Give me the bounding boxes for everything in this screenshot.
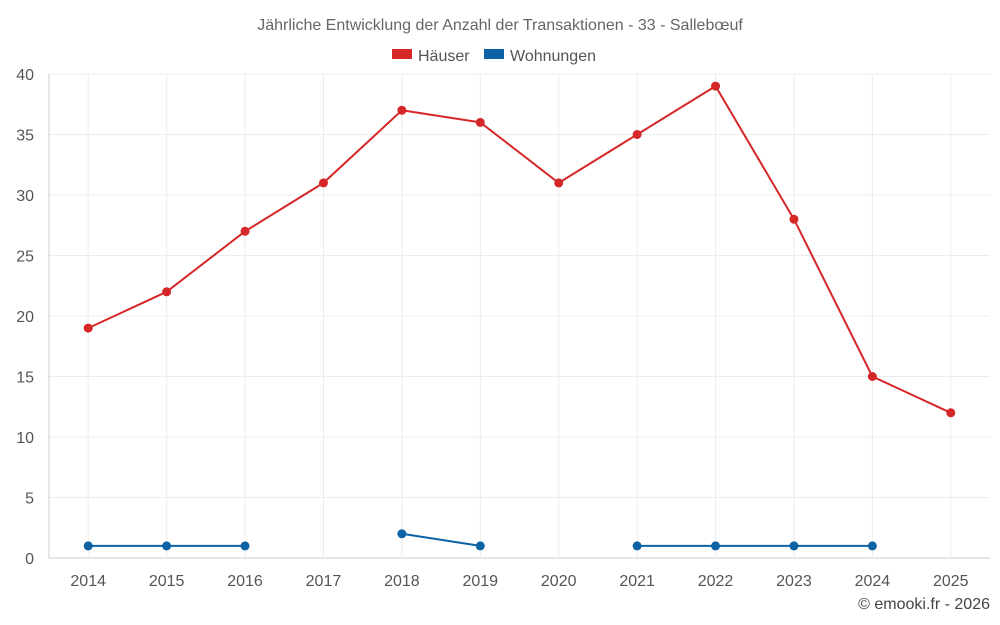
data-point-wohnungen-2015[interactable]	[162, 541, 172, 551]
series-wohnungen	[83, 529, 877, 551]
x-axis-ticks: 2014 2015 2016 2017 2018 2019 2020 2021 2022 2023…	[70, 573, 968, 590]
x-tick-label: 2019	[462, 573, 498, 590]
data-point-haeuser-2022[interactable]	[711, 81, 721, 91]
data-point-haeuser-2023[interactable]	[789, 214, 799, 224]
data-point-wohnungen-2018[interactable]	[397, 529, 407, 539]
x-tick-label: 2023	[776, 573, 812, 590]
credit-text: © emooki.fr - 2026	[858, 596, 990, 613]
legend-label-haeuser[interactable]: Häuser	[418, 48, 470, 65]
data-point-haeuser-2018[interactable]	[397, 105, 407, 115]
legend-label-wohnungen[interactable]: Wohnungen	[510, 48, 596, 65]
data-point-haeuser-2019[interactable]	[475, 117, 485, 127]
x-tick-label: 2016	[227, 573, 263, 590]
y-axis-ticks: 0 5 10 15 20 25 30 35 40	[16, 67, 34, 568]
data-point-haeuser-2016[interactable]	[240, 226, 250, 236]
data-point-wohnungen-2014[interactable]	[83, 541, 93, 551]
grid	[48, 73, 990, 559]
data-point-haeuser-2014[interactable]	[83, 323, 93, 333]
data-point-haeuser-2017[interactable]	[318, 178, 328, 188]
data-point-wohnungen-2023[interactable]	[789, 541, 799, 551]
series-layer	[83, 81, 956, 551]
data-point-haeuser-2024[interactable]	[867, 372, 877, 381]
y-tick-label: 10	[16, 430, 34, 447]
y-tick-label: 0	[25, 551, 34, 568]
x-tick-label: 2021	[619, 573, 655, 590]
y-tick-label: 15	[16, 370, 34, 387]
legend-swatch-wohnungen	[484, 49, 504, 59]
y-tick-label: 5	[25, 491, 34, 508]
x-tick-label: 2022	[698, 573, 734, 590]
x-tick-label: 2018	[384, 573, 420, 590]
legend: Häuser Wohnungen	[392, 48, 596, 65]
y-tick-label: 20	[16, 309, 34, 326]
x-tick-label: 2017	[306, 573, 342, 590]
legend-swatch-haeuser	[392, 49, 412, 59]
chart-title: Jährliche Entwicklung der Anzahl der Tra…	[257, 17, 743, 34]
data-point-wohnungen-2022[interactable]	[711, 541, 721, 551]
data-point-haeuser-2015[interactable]	[162, 287, 172, 297]
data-point-haeuser-2021[interactable]	[632, 130, 642, 139]
data-point-haeuser-2020[interactable]	[554, 178, 564, 188]
x-tick-label: 2015	[149, 573, 185, 590]
y-tick-label: 40	[16, 67, 34, 84]
data-point-wohnungen-2016[interactable]	[240, 541, 250, 551]
series-haeuser	[83, 81, 956, 418]
x-tick-label: 2025	[933, 573, 969, 590]
y-tick-label: 35	[16, 128, 34, 145]
x-tick-label: 2014	[70, 573, 106, 590]
data-point-wohnungen-2019[interactable]	[475, 541, 485, 551]
x-tick-label: 2020	[541, 573, 577, 590]
data-point-wohnungen-2021[interactable]	[632, 541, 642, 551]
y-tick-label: 30	[16, 188, 34, 205]
series-line-haeuser	[87, 85, 952, 414]
data-point-haeuser-2025[interactable]	[946, 408, 956, 418]
x-tick-label: 2024	[855, 573, 891, 590]
data-point-wohnungen-2024[interactable]	[867, 541, 877, 551]
y-tick-label: 25	[16, 249, 34, 266]
series-line-wohnungen	[401, 532, 481, 547]
